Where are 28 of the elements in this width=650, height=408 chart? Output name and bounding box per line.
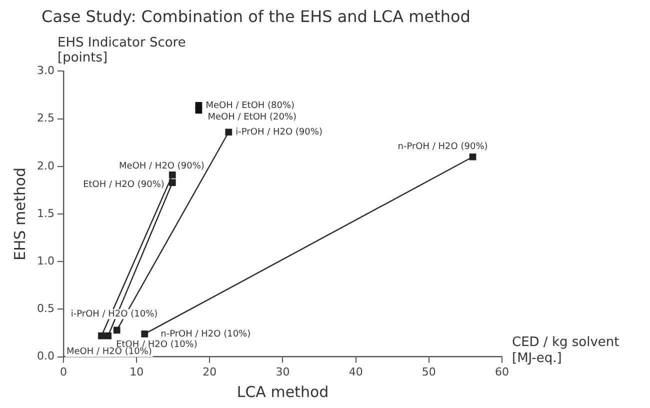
x-tick-label: 60 — [495, 365, 509, 378]
y-tick-label: 3.0 — [36, 64, 54, 78]
x-tick-label: 0 — [60, 365, 67, 378]
y-tick-label: 0.5 — [36, 302, 54, 316]
annotation: n-PrOH / H2O (10%) — [160, 329, 251, 340]
annotation: MeOH / H2O (90%) — [119, 161, 204, 172]
annotation: MeOH / EtOH (20%) — [208, 112, 297, 123]
y-axis-title: EHS method — [10, 168, 29, 260]
y-tick-label: 2.0 — [36, 159, 54, 172]
y-tick-label: 2.5 — [36, 112, 54, 125]
annotation: i-PrOH / H2O (90%) — [236, 127, 322, 138]
x-tick-label: 50 — [422, 365, 436, 378]
x-tick-label: 30 — [276, 365, 290, 378]
chart-title: Case Study: Combination of the EHS and LCA method — [42, 6, 470, 26]
y-tick-label: 1.0 — [36, 254, 54, 268]
annotation: MeOH / EtOH (80%) — [206, 100, 295, 111]
annotation: i-PrOH / H2O (10%) — [70, 309, 158, 320]
annotation: n-PrOH / H2O (90%) — [398, 142, 488, 152]
x-tick-label: 20 — [202, 365, 217, 378]
x-tick-label: 10 — [130, 365, 144, 378]
annotation: MeOH / H2O (10%) — [66, 347, 152, 358]
y-tick-label: 0.0 — [36, 350, 54, 363]
x-axis-title: LCA method — [236, 382, 329, 401]
text: CED / kg solvent [MJ-eq.] — [512, 335, 620, 366]
text: EHS Indicator Score [points] — [57, 36, 186, 66]
annotation: EtOH / H2O (90%) — [83, 180, 164, 190]
x-tick-label: 40 — [348, 365, 363, 378]
y-tick-label: 1.5 — [36, 206, 54, 220]
